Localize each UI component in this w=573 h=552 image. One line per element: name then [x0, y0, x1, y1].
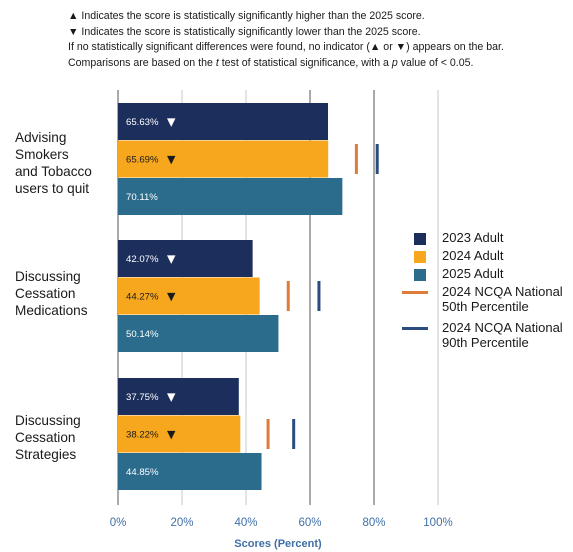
x-tick-label: 40%	[234, 517, 257, 529]
bar-2024-group-3	[118, 415, 241, 453]
legend-swatch-2023	[414, 233, 426, 245]
x-tick-label: 100%	[423, 517, 452, 529]
bar-2025-group-3	[118, 453, 262, 490]
legend-label-2023: 2023 Adult	[442, 230, 504, 245]
group-label-line: Smokers	[15, 147, 69, 162]
bar-2023-group-3	[118, 378, 239, 415]
legend-label-ncqa-50: 2024 NCQA National 50th Percentile	[442, 284, 563, 314]
legend-swatch-2025	[414, 269, 426, 281]
bar-value-label: 50.14%	[126, 329, 159, 340]
group-label-2: Discussing Cessation Medications	[15, 268, 88, 319]
bar-2024-group-1	[118, 140, 329, 178]
group-label-1: Advising Smokers and Tobacco users to quit	[15, 129, 92, 197]
bar-2025-group-1	[118, 178, 343, 215]
group-label-line: Discussing	[15, 413, 81, 428]
x-tick-label: 20%	[170, 517, 193, 529]
significance-indicator: ▼	[167, 153, 176, 166]
legend-label-2025: 2025 Adult	[442, 266, 504, 281]
bar-2024-group-2	[118, 277, 260, 315]
bar-value-label: 44.85%	[126, 467, 159, 478]
significance-indicator: ▼	[167, 116, 176, 129]
bar-2023-group-2	[118, 240, 253, 277]
legend-swatch-2024	[414, 251, 426, 263]
group-label-line: Advising	[15, 130, 67, 145]
x-tick-label: 80%	[362, 517, 385, 529]
bar-value-label: 37.75%	[126, 392, 159, 403]
group-label-line: Cessation	[15, 286, 76, 301]
legend-label-ncqa-90: 2024 NCQA National 90th Percentile	[442, 320, 563, 350]
x-axis-title: Scores (Percent)	[234, 538, 322, 550]
bar-value-label: 65.63%	[126, 117, 159, 128]
note-comparison: Comparisons are based on the t test of s…	[68, 57, 474, 70]
bar-2023-group-1	[118, 103, 329, 140]
legend-line-ncqa-50	[402, 291, 428, 294]
bar-value-label: 44.27%	[126, 292, 159, 303]
note-lower: ▼ Indicates the score is statistically s…	[68, 25, 421, 38]
bar-2025-group-2	[118, 315, 279, 352]
legend-label-2024: 2024 Adult	[442, 248, 504, 263]
group-label-line: users to quit	[15, 181, 90, 196]
x-tick-label: 60%	[298, 517, 321, 529]
x-tick-label: 0%	[110, 517, 127, 529]
significance-indicator: ▼	[167, 391, 176, 404]
bar-value-label: 38.22%	[126, 430, 159, 441]
group-label-line: Cessation	[15, 430, 76, 445]
group-label-line: and Tobacco	[15, 164, 92, 179]
group-label-line: Strategies	[15, 447, 77, 462]
significance-indicator: ▼	[167, 428, 176, 441]
group-label-line: Discussing	[15, 269, 81, 284]
bar-value-label: 70.11%	[126, 192, 158, 203]
group-label-3: Discussing Cessation Strategies	[15, 412, 81, 463]
note-no-indicator: If no statistically significant differen…	[68, 41, 504, 54]
significance-indicator: ▼	[167, 253, 176, 266]
legend-line-ncqa-90	[402, 327, 428, 330]
note-higher: ▲ Indicates the score is statistically s…	[68, 10, 425, 22]
bar-value-label: 65.69%	[126, 155, 159, 166]
significance-notes: ▲ Indicates the score is statistically s…	[68, 9, 504, 72]
group-label-line: Medications	[15, 303, 88, 318]
significance-indicator: ▼	[167, 290, 176, 303]
bar-value-label: 42.07%	[126, 254, 159, 265]
